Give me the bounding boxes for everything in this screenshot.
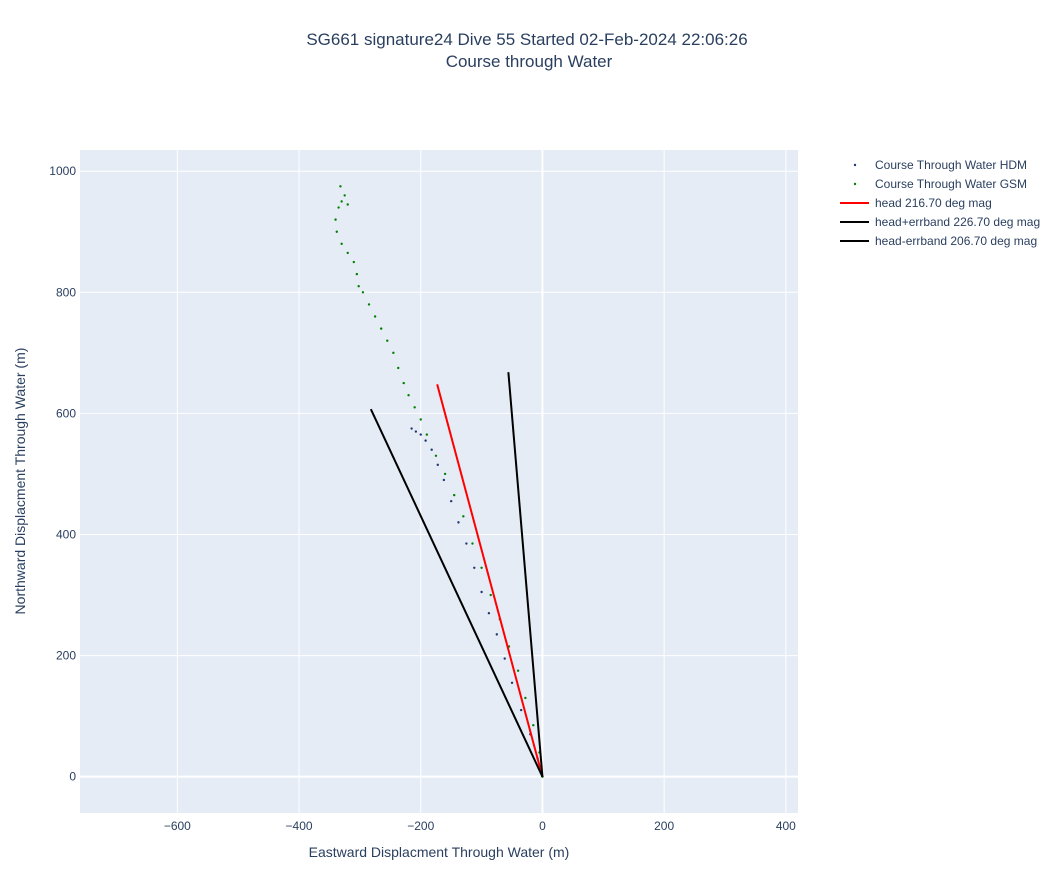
chart-title: SG661 signature24 Dive 55 Started 02-Feb… xyxy=(306,30,747,49)
data-point xyxy=(442,478,446,482)
legend-label: Course Through Water HDM xyxy=(875,158,1027,172)
data-point xyxy=(457,521,460,524)
data-point xyxy=(495,633,499,636)
x-axis-ticks: −600 −400 −200 0 200 400 xyxy=(164,819,796,833)
legend-item[interactable]: head+errband 226.70 deg mag xyxy=(840,215,1040,229)
x-tick-label: 400 xyxy=(776,819,796,833)
legend-label: head-errband 206.70 deg mag xyxy=(875,234,1037,248)
data-point xyxy=(532,724,535,727)
legend-item[interactable]: head-errband 206.70 deg mag xyxy=(840,234,1037,248)
data-point xyxy=(434,454,438,457)
y-tick-label: 0 xyxy=(69,770,76,784)
data-point xyxy=(392,351,395,355)
y-tick-label: 200 xyxy=(56,649,76,663)
data-point xyxy=(357,285,360,288)
y-tick-label: 1000 xyxy=(49,164,76,178)
legend[interactable]: Course Through Water HDM Course Through W… xyxy=(840,158,1040,248)
data-point xyxy=(346,251,349,255)
data-point xyxy=(352,260,356,264)
data-point xyxy=(462,515,465,518)
data-point xyxy=(379,327,383,330)
data-point xyxy=(407,394,410,397)
data-point xyxy=(419,433,422,436)
data-point xyxy=(397,366,400,370)
y-axis-label: Northward Displacment Through Water (m) xyxy=(12,348,28,615)
data-point xyxy=(443,472,447,476)
y-tick-label: 600 xyxy=(56,406,76,420)
data-point xyxy=(367,303,371,306)
data-point xyxy=(386,339,389,342)
data-point xyxy=(524,696,527,700)
data-point xyxy=(340,200,343,203)
series-1 xyxy=(334,185,544,778)
data-point xyxy=(489,593,492,597)
series-line xyxy=(436,384,544,777)
data-point xyxy=(465,542,468,545)
plot-area xyxy=(80,150,798,813)
data-layer xyxy=(334,185,544,778)
data-point xyxy=(503,657,506,660)
data-point xyxy=(424,439,427,442)
y-tick-label: 400 xyxy=(56,527,76,541)
data-point xyxy=(361,291,365,294)
series-line xyxy=(369,408,544,778)
data-point xyxy=(453,493,456,497)
x-tick-label: −400 xyxy=(286,819,313,833)
x-tick-label: −600 xyxy=(164,819,191,833)
y-axis-ticks: 0 200 400 600 800 1000 xyxy=(49,164,76,783)
data-point xyxy=(519,708,523,712)
legend-label: Course Through Water GSM xyxy=(875,177,1027,191)
data-point xyxy=(510,681,514,685)
series-4 xyxy=(369,408,544,778)
data-point xyxy=(339,185,342,188)
data-point xyxy=(419,418,422,421)
data-point xyxy=(413,406,416,409)
data-point xyxy=(343,194,346,197)
data-point xyxy=(414,430,418,433)
data-point xyxy=(487,611,491,615)
chart-subtitle: Course through Water xyxy=(446,52,613,71)
data-point xyxy=(335,230,338,233)
x-axis-label: Eastward Displacment Through Water (m) xyxy=(309,844,570,860)
legend-marker-swatch xyxy=(853,163,857,167)
series-2 xyxy=(436,384,544,777)
data-point xyxy=(355,272,359,276)
y-tick-label: 800 xyxy=(56,285,76,299)
x-tick-label: 200 xyxy=(654,819,674,833)
x-tick-label: −200 xyxy=(407,819,434,833)
legend-label: head+errband 226.70 deg mag xyxy=(875,215,1040,229)
series-line xyxy=(507,372,544,777)
data-point xyxy=(337,206,340,209)
legend-label: head 216.70 deg mag xyxy=(875,196,992,210)
data-point xyxy=(471,542,474,545)
data-point xyxy=(480,590,483,594)
data-point xyxy=(473,566,476,569)
data-point xyxy=(410,427,413,430)
data-point xyxy=(430,448,433,451)
data-point xyxy=(425,433,429,436)
data-point xyxy=(373,315,377,318)
data-point xyxy=(346,203,349,206)
grid xyxy=(80,150,798,813)
data-point xyxy=(516,669,520,672)
legend-marker-swatch xyxy=(853,182,857,186)
data-point xyxy=(436,463,439,467)
data-point xyxy=(334,218,337,221)
legend-item[interactable]: Course Through Water GSM xyxy=(853,177,1027,191)
data-point xyxy=(449,499,453,503)
data-point xyxy=(480,566,483,569)
data-point xyxy=(402,381,405,385)
legend-item[interactable]: Course Through Water HDM xyxy=(853,158,1027,172)
legend-item[interactable]: head 216.70 deg mag xyxy=(840,196,992,210)
series-3 xyxy=(507,372,544,777)
x-tick-label: 0 xyxy=(539,819,546,833)
data-point xyxy=(340,242,343,246)
